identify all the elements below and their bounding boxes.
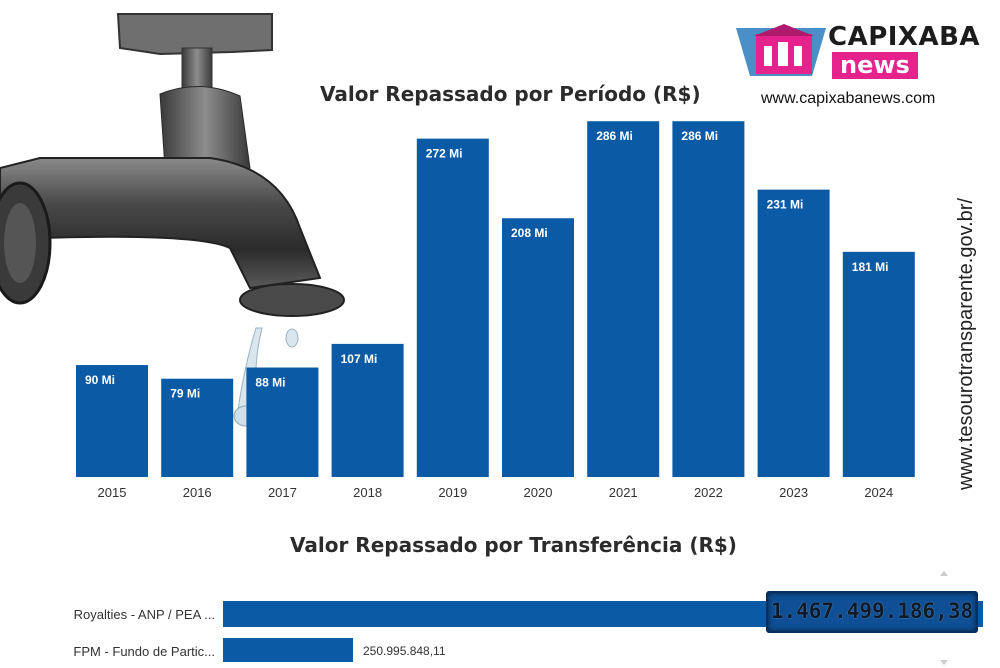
building-logo-icon — [736, 24, 826, 76]
bar-value-label-2019: 272 Mi — [426, 147, 463, 161]
bar-value-label-2020: 208 Mi — [511, 226, 548, 240]
source-url: www.tesourotransparente.gov.br/ — [955, 197, 977, 490]
site-url: www.capixabanews.com — [761, 90, 936, 107]
x-tick-2016: 2016 — [183, 485, 212, 500]
logo-text-capixaba: CAPIXABA — [828, 22, 981, 52]
scroll-down-icon[interactable] — [940, 660, 948, 665]
x-tick-2015: 2015 — [98, 485, 127, 500]
bar-2016 — [161, 378, 234, 477]
bar-2021 — [587, 121, 660, 477]
value-tooltip: 1.467.499.186,38 — [766, 591, 978, 633]
chart-title-transfer: Valor Repassado por Transferência (R$) — [290, 533, 737, 557]
bar-2019 — [416, 138, 489, 477]
bar-value-label-2024: 181 Mi — [852, 260, 889, 274]
x-tick-2017: 2017 — [268, 485, 297, 500]
hbar-value-fpm: 250.995.848,11 — [362, 644, 446, 658]
faucet-illustration — [0, 13, 345, 427]
bar-value-label-2015: 90 Mi — [85, 373, 115, 387]
bar-2024 — [842, 251, 915, 477]
x-tick-2021: 2021 — [609, 485, 638, 500]
bar-value-label-2016: 79 Mi — [170, 387, 200, 401]
bar-2022 — [672, 121, 745, 477]
scroll-up-icon[interactable] — [940, 571, 948, 576]
x-tick-2022: 2022 — [694, 485, 723, 500]
bar-value-label-2017: 88 Mi — [255, 376, 285, 390]
x-tick-2018: 2018 — [353, 485, 382, 500]
x-tick-2020: 2020 — [524, 485, 553, 500]
bar-2018 — [331, 343, 404, 477]
bar-value-label-2021: 286 Mi — [596, 129, 633, 143]
hbar-label-fpm: FPM - Fundo de Partic... — [73, 644, 215, 659]
tooltip-value-royalties: 1.467.499.186,38 — [770, 599, 974, 623]
x-tick-2023: 2023 — [779, 485, 808, 500]
x-tick-2024: 2024 — [864, 485, 893, 500]
bar-value-label-2018: 107 Mi — [341, 352, 378, 366]
hbar-label-royalties: Royalties - ANP / PEA ... — [73, 607, 215, 622]
hbar-fpm — [223, 638, 353, 662]
bar-value-label-2023: 231 Mi — [767, 198, 804, 212]
chart-title-period: Valor Repassado por Período (R$) — [320, 82, 701, 106]
bar-2015 — [76, 365, 148, 477]
bar-2023 — [757, 189, 830, 478]
bar-2017 — [246, 367, 319, 477]
bar-chart-period: 90 Mi 2015 79 Mi 2016 88 Mi 2017 107 Mi 2018 272… — [76, 121, 915, 500]
capixaba-news-logo: CAPIXABA news — [736, 20, 980, 82]
bar-2020 — [502, 218, 574, 478]
logo-text-news: news — [832, 52, 918, 79]
bar-value-label-2022: 286 Mi — [681, 129, 718, 143]
x-tick-2019: 2019 — [438, 485, 467, 500]
